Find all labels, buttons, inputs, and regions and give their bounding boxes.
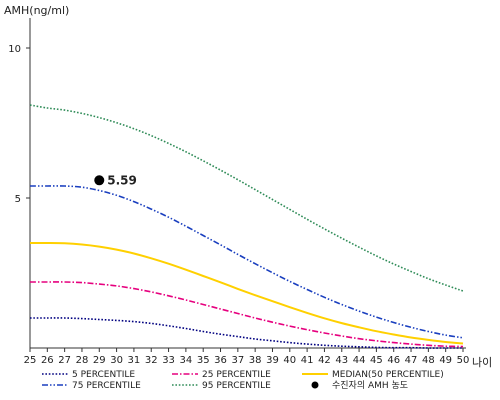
- x-tick-label: 25: [24, 355, 37, 366]
- legend-label-95-percentile: 95 PERCENTILE: [202, 381, 271, 391]
- x-tick-label: 36: [214, 355, 227, 366]
- x-tick-label: 50: [457, 355, 470, 366]
- x-tick-label: 46: [387, 355, 400, 366]
- legend-swatch-patient-point: [311, 381, 319, 389]
- x-tick-label: 32: [145, 355, 158, 366]
- legend-label-25-percentile: 25 PERCENTILE: [202, 370, 271, 380]
- legend-label-patient-point: 수진자의 AMH 농도: [332, 380, 408, 391]
- x-tick-label: 38: [249, 355, 262, 366]
- patient-point-label: 5.59: [107, 173, 137, 187]
- legend: 5 PERCENTILE 25 PERCENTILE MEDIAN(50 PERCE…: [42, 370, 444, 391]
- x-tick-label: 49: [439, 355, 452, 366]
- x-tick-label: 42: [318, 355, 331, 366]
- x-tick-label: 39: [266, 355, 279, 366]
- legend-label-75-percentile: 75 PERCENTILE: [72, 381, 141, 391]
- y-tick-label: 10: [8, 44, 21, 55]
- patient-point: [94, 175, 105, 186]
- x-tick-label: 35: [197, 355, 210, 366]
- x-tick-label: 30: [110, 355, 123, 366]
- x-tick-label: 31: [128, 355, 141, 366]
- legend-label-5-percentile: 5 PERCENTILE: [72, 370, 135, 380]
- x-tick-label: 27: [58, 355, 71, 366]
- x-tick-label: 26: [41, 355, 54, 366]
- x-tick-label: 29: [93, 355, 106, 366]
- point-layer: 5.59: [94, 173, 137, 187]
- y-tick-label: 5: [15, 194, 21, 205]
- x-tick-label: 43: [335, 355, 348, 366]
- x-tick-label: 37: [231, 355, 244, 366]
- series-layer: [29, 104, 464, 349]
- x-tick-label: 47: [405, 355, 418, 366]
- x-tick-label: 44: [353, 355, 366, 366]
- series-line-median-50-percentile: [29, 241, 464, 345]
- series-line-5-percentile: [30, 317, 463, 349]
- y-ticks: 5 10: [8, 44, 30, 205]
- series-line-95-percentile: [29, 104, 464, 292]
- x-tick-label: 40: [283, 355, 296, 366]
- y-axis-title: AMH(ng/ml): [4, 4, 69, 17]
- x-tick-label: 48: [422, 355, 435, 366]
- x-tick-label: 45: [370, 355, 383, 366]
- x-tick-label: 33: [162, 355, 175, 366]
- series-line-75-percentile: [30, 185, 464, 339]
- x-tick-label: 41: [301, 355, 314, 366]
- x-axis-title: 나이: [472, 356, 492, 369]
- x-ticks: 25 26 27 28 29 30 31 32 33 34 35 36 37 38 39 40 41 42 43 44…: [24, 348, 470, 366]
- x-tick-label: 28: [76, 355, 89, 366]
- series-line-25-percentile: [29, 281, 464, 348]
- legend-label-median-50-percentile: MEDIAN(50 PERCENTILE): [332, 370, 444, 380]
- x-tick-label: 34: [180, 355, 193, 366]
